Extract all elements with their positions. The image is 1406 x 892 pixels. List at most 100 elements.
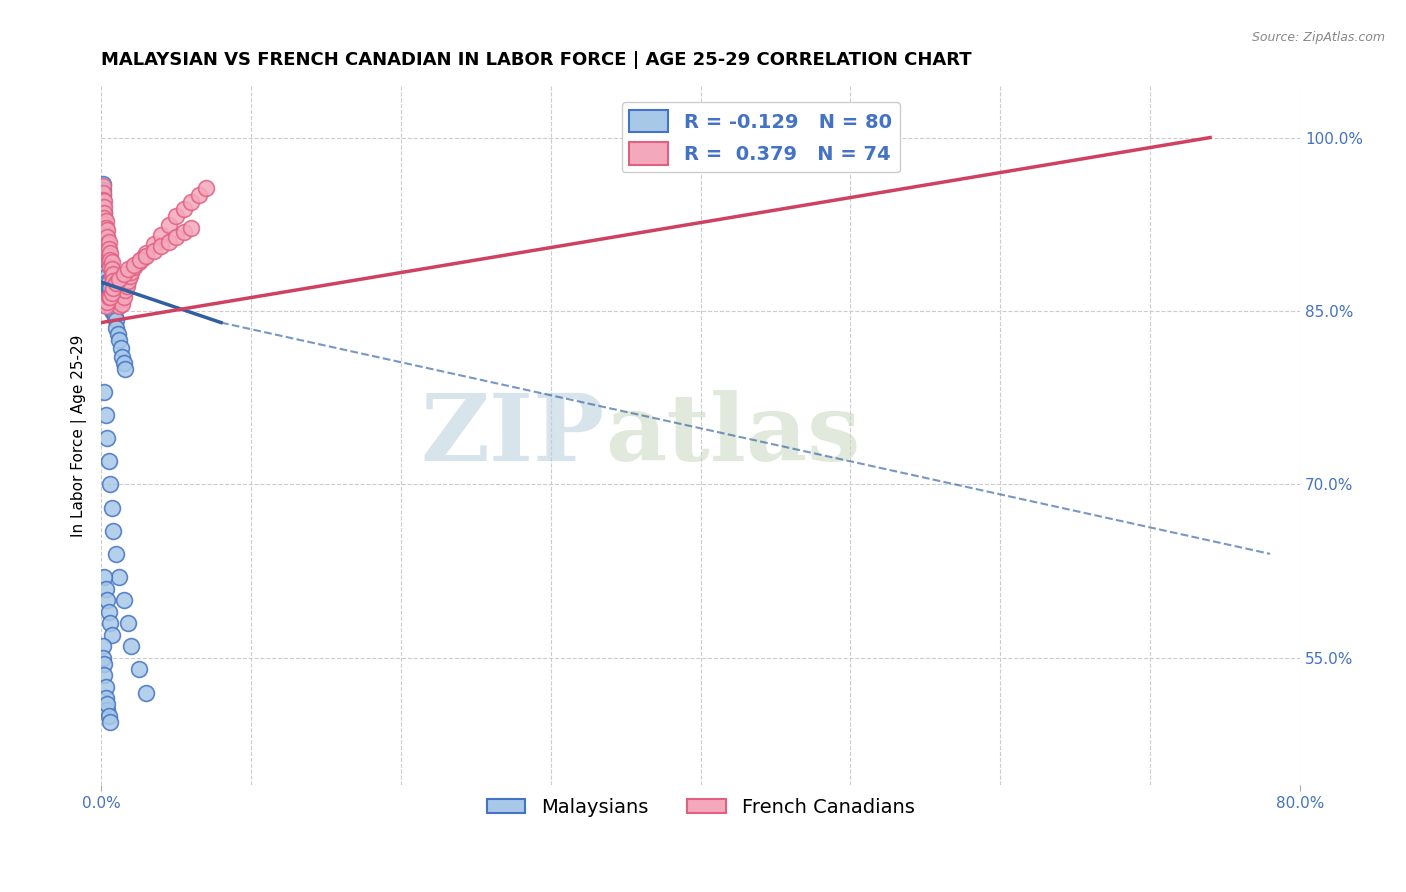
Point <box>91 183 114 197</box>
Point <box>96 223 118 237</box>
Point <box>114 283 136 297</box>
Point <box>132 251 155 265</box>
Point <box>91 651 114 665</box>
Point <box>100 286 122 301</box>
Point <box>173 202 195 217</box>
Point <box>101 281 124 295</box>
Point <box>96 593 118 607</box>
Point <box>91 186 114 200</box>
Point <box>96 244 118 258</box>
Point <box>100 255 122 269</box>
Point <box>122 260 145 274</box>
Point <box>93 205 115 219</box>
Point <box>101 267 124 281</box>
Point <box>97 281 120 295</box>
Point <box>135 248 157 262</box>
Point <box>120 640 142 654</box>
Legend: Malaysians, French Canadians: Malaysians, French Canadians <box>479 789 922 824</box>
Point <box>110 341 132 355</box>
Point <box>107 294 129 309</box>
Point <box>98 616 121 631</box>
Point <box>94 235 117 249</box>
Point <box>129 253 152 268</box>
Point <box>105 283 128 297</box>
Point <box>94 269 117 284</box>
Point <box>91 640 114 654</box>
Point <box>117 616 139 631</box>
Point <box>97 294 120 309</box>
Point <box>97 235 120 249</box>
Point <box>94 680 117 694</box>
Point <box>187 188 209 202</box>
Point <box>98 477 121 491</box>
Point <box>94 281 117 295</box>
Point <box>105 321 128 335</box>
Point <box>93 217 115 231</box>
Point <box>96 269 118 284</box>
Point <box>97 248 120 262</box>
Point <box>117 274 139 288</box>
Point <box>97 454 120 468</box>
Point <box>94 286 117 301</box>
Point <box>93 240 115 254</box>
Point <box>98 260 121 274</box>
Point <box>128 663 150 677</box>
Point <box>93 657 115 671</box>
Point <box>93 217 115 231</box>
Point <box>93 294 115 309</box>
Point <box>94 582 117 596</box>
Point <box>91 193 114 207</box>
Point <box>98 290 121 304</box>
Point <box>100 262 122 277</box>
Point <box>105 313 128 327</box>
Point <box>112 290 135 304</box>
Point <box>93 668 115 682</box>
Point <box>101 274 124 288</box>
Point <box>150 239 173 253</box>
Point <box>105 547 128 561</box>
Point <box>108 570 131 584</box>
Point <box>94 299 117 313</box>
Text: Source: ZipAtlas.com: Source: ZipAtlas.com <box>1251 31 1385 45</box>
Point <box>97 255 120 269</box>
Point <box>104 310 127 324</box>
Point <box>110 293 132 307</box>
Point <box>98 281 121 295</box>
Point <box>105 290 128 304</box>
Point <box>100 294 122 309</box>
Point <box>101 294 124 309</box>
Point <box>100 500 122 515</box>
Point <box>118 269 141 284</box>
Point <box>97 290 120 304</box>
Point <box>94 214 117 228</box>
Point <box>93 384 115 399</box>
Point <box>96 230 118 244</box>
Point <box>93 211 115 226</box>
Point <box>96 281 118 295</box>
Point <box>96 294 118 309</box>
Point <box>112 267 135 281</box>
Point <box>93 570 115 584</box>
Point <box>157 219 180 233</box>
Point <box>112 593 135 607</box>
Point <box>96 286 118 301</box>
Point <box>94 227 117 242</box>
Point <box>100 628 122 642</box>
Point <box>91 188 114 202</box>
Point <box>98 246 121 260</box>
Point <box>104 278 127 293</box>
Point <box>93 223 115 237</box>
Point <box>165 209 187 223</box>
Point <box>128 255 150 269</box>
Point <box>108 271 131 285</box>
Point <box>94 275 117 289</box>
Point <box>96 431 118 445</box>
Point <box>135 246 157 260</box>
Point <box>97 286 120 301</box>
Point <box>111 297 134 311</box>
Point <box>91 179 114 194</box>
Point <box>96 263 118 277</box>
Point <box>96 293 118 307</box>
Point <box>96 697 118 711</box>
Point <box>94 691 117 706</box>
